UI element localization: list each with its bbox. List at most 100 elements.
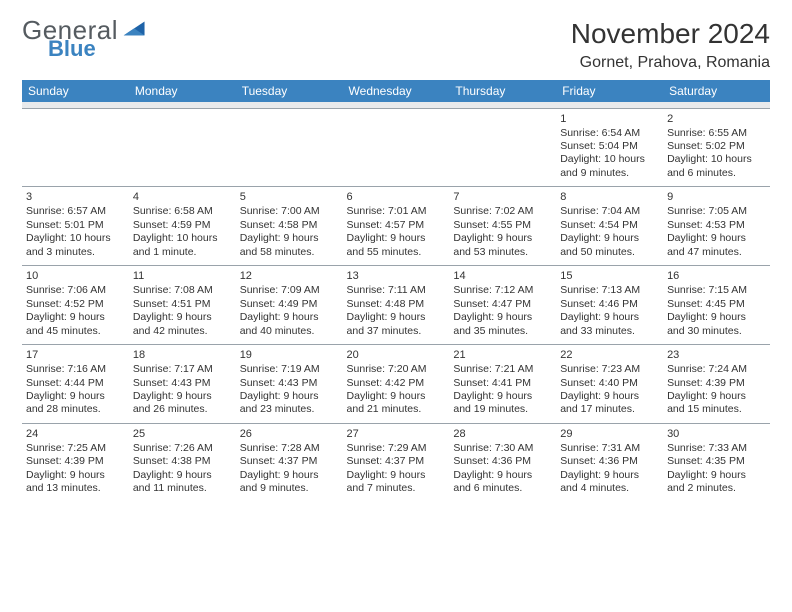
day-cell: 13Sunrise: 7:11 AMSunset: 4:48 PMDayligh… [343,266,450,345]
daylight-text: Daylight: 9 hours and 4 minutes. [560,469,659,496]
day-number: 14 [453,269,552,283]
daylight-text: Daylight: 9 hours and 7 minutes. [347,469,446,496]
sunset-text: Sunset: 5:02 PM [667,140,766,153]
daylight-text: Daylight: 9 hours and 55 minutes. [347,232,446,259]
sunset-text: Sunset: 4:44 PM [26,377,125,390]
day-number: 12 [240,269,339,283]
daylight-text: Daylight: 9 hours and 17 minutes. [560,390,659,417]
calendar-page: General Blue November 2024 Gornet, Praho… [0,0,792,518]
day-cell: 8Sunrise: 7:04 AMSunset: 4:54 PMDaylight… [556,187,663,266]
day-cell: 22Sunrise: 7:23 AMSunset: 4:40 PMDayligh… [556,344,663,423]
sunrise-text: Sunrise: 7:02 AM [453,205,552,218]
sunset-text: Sunset: 4:39 PM [26,455,125,468]
day-number: 30 [667,427,766,441]
sunset-text: Sunset: 4:41 PM [453,377,552,390]
sunrise-text: Sunrise: 6:57 AM [26,205,125,218]
day-number: 19 [240,348,339,362]
day-number: 10 [26,269,125,283]
sunrise-text: Sunrise: 7:23 AM [560,363,659,376]
daylight-text: Daylight: 9 hours and 53 minutes. [453,232,552,259]
day-cell: 3Sunrise: 6:57 AMSunset: 5:01 PMDaylight… [22,187,129,266]
day-cell: 20Sunrise: 7:20 AMSunset: 4:42 PMDayligh… [343,344,450,423]
day-number: 17 [26,348,125,362]
sunset-text: Sunset: 4:57 PM [347,219,446,232]
day-number: 15 [560,269,659,283]
sunset-text: Sunset: 4:51 PM [133,298,232,311]
day-cell: 9Sunrise: 7:05 AMSunset: 4:53 PMDaylight… [663,187,770,266]
day-number: 21 [453,348,552,362]
sunrise-text: Sunrise: 7:30 AM [453,442,552,455]
day-cell: 21Sunrise: 7:21 AMSunset: 4:41 PMDayligh… [449,344,556,423]
day-number: 4 [133,190,232,204]
daylight-text: Daylight: 9 hours and 21 minutes. [347,390,446,417]
sunrise-text: Sunrise: 7:11 AM [347,284,446,297]
weekday-monday: Monday [129,80,236,102]
sunrise-text: Sunrise: 7:01 AM [347,205,446,218]
day-number: 20 [347,348,446,362]
sunrise-text: Sunrise: 6:58 AM [133,205,232,218]
day-cell: 25Sunrise: 7:26 AMSunset: 4:38 PMDayligh… [129,423,236,501]
daylight-text: Daylight: 10 hours and 1 minute. [133,232,232,259]
day-number: 25 [133,427,232,441]
day-number: 24 [26,427,125,441]
daylight-text: Daylight: 9 hours and 11 minutes. [133,469,232,496]
day-cell: 5Sunrise: 7:00 AMSunset: 4:58 PMDaylight… [236,187,343,266]
calendar-table: Sunday Monday Tuesday Wednesday Thursday… [22,80,770,502]
daylight-text: Daylight: 10 hours and 3 minutes. [26,232,125,259]
sunrise-text: Sunrise: 7:31 AM [560,442,659,455]
sunset-text: Sunset: 4:35 PM [667,455,766,468]
day-number: 13 [347,269,446,283]
empty-cell [22,108,129,187]
day-cell: 6Sunrise: 7:01 AMSunset: 4:57 PMDaylight… [343,187,450,266]
sunrise-text: Sunrise: 7:17 AM [133,363,232,376]
sunset-text: Sunset: 4:58 PM [240,219,339,232]
daylight-text: Daylight: 9 hours and 2 minutes. [667,469,766,496]
day-number: 29 [560,427,659,441]
day-cell: 26Sunrise: 7:28 AMSunset: 4:37 PMDayligh… [236,423,343,501]
sunrise-text: Sunrise: 7:21 AM [453,363,552,376]
sunrise-text: Sunrise: 7:24 AM [667,363,766,376]
daylight-text: Daylight: 9 hours and 6 minutes. [453,469,552,496]
sunset-text: Sunset: 4:39 PM [667,377,766,390]
empty-cell [129,108,236,187]
sunset-text: Sunset: 4:53 PM [667,219,766,232]
title-block: November 2024 Gornet, Prahova, Romania [571,18,770,72]
sunrise-text: Sunrise: 7:05 AM [667,205,766,218]
sunrise-text: Sunrise: 7:00 AM [240,205,339,218]
daylight-text: Daylight: 9 hours and 33 minutes. [560,311,659,338]
sunrise-text: Sunrise: 7:04 AM [560,205,659,218]
day-cell: 16Sunrise: 7:15 AMSunset: 4:45 PMDayligh… [663,266,770,345]
daylight-text: Daylight: 9 hours and 9 minutes. [240,469,339,496]
day-number: 9 [667,190,766,204]
sunrise-text: Sunrise: 6:55 AM [667,127,766,140]
page-title: November 2024 [571,18,770,50]
day-cell: 18Sunrise: 7:17 AMSunset: 4:43 PMDayligh… [129,344,236,423]
day-cell: 15Sunrise: 7:13 AMSunset: 4:46 PMDayligh… [556,266,663,345]
daylight-text: Daylight: 9 hours and 13 minutes. [26,469,125,496]
sunrise-text: Sunrise: 7:15 AM [667,284,766,297]
sunrise-text: Sunrise: 7:33 AM [667,442,766,455]
daylight-text: Daylight: 9 hours and 40 minutes. [240,311,339,338]
sunset-text: Sunset: 4:48 PM [347,298,446,311]
calendar-body: 1Sunrise: 6:54 AMSunset: 5:04 PMDaylight… [22,102,770,502]
day-cell: 28Sunrise: 7:30 AMSunset: 4:36 PMDayligh… [449,423,556,501]
table-row: 10Sunrise: 7:06 AMSunset: 4:52 PMDayligh… [22,266,770,345]
day-cell: 30Sunrise: 7:33 AMSunset: 4:35 PMDayligh… [663,423,770,501]
sunrise-text: Sunrise: 6:54 AM [560,127,659,140]
calendar-header: Sunday Monday Tuesday Wednesday Thursday… [22,80,770,102]
weekday-wednesday: Wednesday [343,80,450,102]
sunrise-text: Sunrise: 7:20 AM [347,363,446,376]
table-row: 3Sunrise: 6:57 AMSunset: 5:01 PMDaylight… [22,187,770,266]
day-cell: 24Sunrise: 7:25 AMSunset: 4:39 PMDayligh… [22,423,129,501]
daylight-text: Daylight: 9 hours and 42 minutes. [133,311,232,338]
day-number: 27 [347,427,446,441]
sunset-text: Sunset: 4:59 PM [133,219,232,232]
sunset-text: Sunset: 4:36 PM [560,455,659,468]
weekday-tuesday: Tuesday [236,80,343,102]
sunset-text: Sunset: 4:49 PM [240,298,339,311]
day-number: 11 [133,269,232,283]
sunset-text: Sunset: 4:47 PM [453,298,552,311]
day-number: 28 [453,427,552,441]
sunrise-text: Sunrise: 7:12 AM [453,284,552,297]
day-number: 23 [667,348,766,362]
